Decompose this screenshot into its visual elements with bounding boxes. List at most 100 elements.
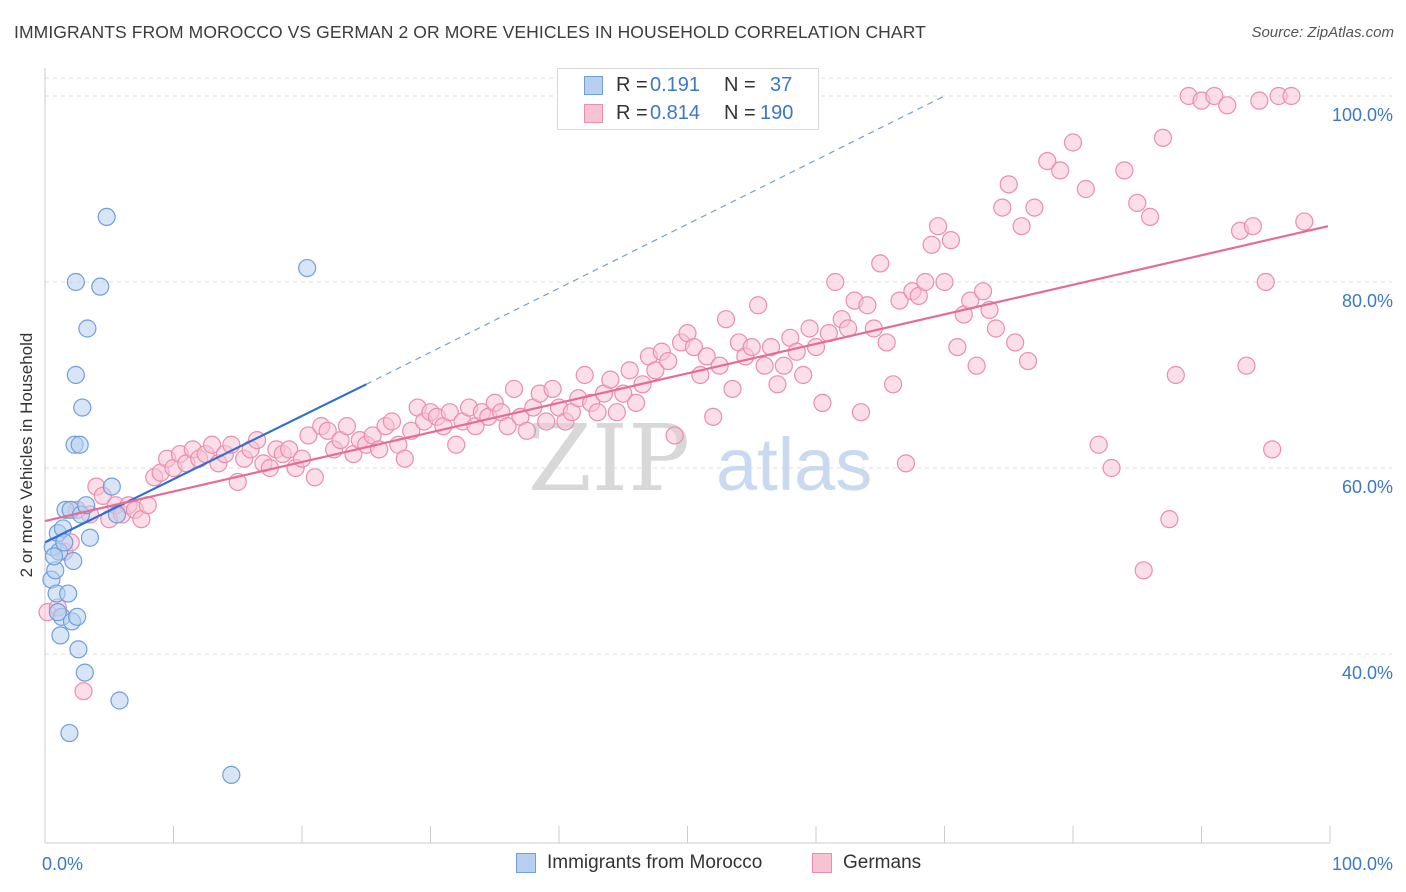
germans-point	[986, 319, 1006, 338]
germans-point	[575, 365, 594, 385]
germans-point	[916, 272, 935, 292]
y-tick-label: 60.0%	[1342, 477, 1393, 497]
germans-point	[1263, 440, 1282, 459]
morocco-point	[222, 765, 241, 785]
germans-point	[1166, 365, 1185, 385]
legend-r-label: R =	[616, 74, 648, 96]
germans-point	[948, 338, 967, 357]
germans-point	[1076, 179, 1095, 199]
germans-point	[871, 254, 890, 273]
germans-point	[967, 356, 986, 375]
legend-swatch-morocco	[584, 76, 603, 95]
germans-point	[601, 370, 620, 389]
germans-point	[299, 426, 318, 445]
watermark-atlas: atlas	[716, 423, 872, 506]
germans-point	[1295, 212, 1314, 231]
germans-point	[440, 403, 459, 422]
germans-point	[1006, 333, 1025, 352]
bottom-legend-swatch-morocco	[516, 853, 536, 873]
x-tick-label-end: 100.0%	[1332, 854, 1393, 874]
germans-point	[704, 407, 723, 426]
tick-labels: 40.0% 60.0% 80.0% 100.0% 0.0% 100.0%	[42, 105, 1393, 874]
morocco-points	[42, 207, 317, 785]
germans-point	[1282, 86, 1301, 106]
x-tick-label-start: 0.0%	[42, 854, 83, 874]
legend-r-value: 0.814	[650, 102, 701, 124]
germans-point	[928, 217, 948, 236]
germans-point	[504, 379, 524, 399]
germans-point	[543, 379, 562, 399]
germans-point	[935, 272, 954, 292]
germans-point	[517, 421, 536, 440]
germans-point	[768, 375, 787, 394]
germans-point	[1115, 161, 1134, 180]
germans-trend-line	[44, 225, 1329, 523]
germans-point	[813, 393, 832, 412]
germans-point	[1038, 152, 1057, 171]
germans-point	[1025, 198, 1044, 217]
legend-swatch-germans	[584, 104, 603, 123]
germans-point	[646, 361, 665, 380]
bottom-legend-swatch-germans	[812, 853, 832, 873]
germans-point	[665, 426, 684, 445]
germans-point	[1243, 217, 1263, 236]
germans-point	[800, 319, 819, 338]
morocco-point	[110, 691, 129, 710]
morocco-point	[51, 626, 70, 645]
axes	[44, 68, 1331, 844]
germans-point	[620, 361, 639, 380]
watermark: ZIP atlas	[528, 405, 872, 512]
morocco-point	[77, 496, 96, 515]
morocco-point	[78, 319, 97, 338]
trend-lines	[44, 95, 1329, 544]
morocco-point	[66, 365, 85, 385]
germans-point	[447, 435, 466, 454]
stats-legend: R = 0.191 N = 37 R = 0.814 N = 190	[557, 68, 819, 130]
germans-point	[659, 351, 678, 371]
legend-r-value: 0.191	[650, 74, 701, 96]
germans-point	[280, 440, 299, 459]
morocco-point	[75, 663, 94, 682]
y-tick-label: 40.0%	[1342, 663, 1393, 683]
germans-point	[318, 421, 337, 440]
y-tick-label: 100.0%	[1332, 105, 1393, 125]
germans-point	[588, 403, 607, 422]
germans-point	[774, 356, 793, 375]
germans-point	[1051, 161, 1070, 180]
morocco-point	[48, 603, 67, 622]
morocco-point	[60, 723, 79, 743]
germans-point	[74, 682, 93, 701]
germans-point	[742, 338, 761, 357]
germans-point	[922, 235, 941, 254]
germans-points	[38, 86, 1314, 701]
morocco-point	[91, 277, 110, 296]
germans-point	[626, 393, 646, 412]
germans-point	[851, 403, 871, 422]
morocco-point	[97, 207, 116, 226]
germans-point	[999, 175, 1018, 194]
morocco-point	[44, 547, 64, 566]
germans-point	[1134, 561, 1153, 580]
chart-title: IMMIGRANTS FROM MOROCCO VS GERMAN 2 OR M…	[14, 22, 926, 42]
bottom-legend-label-germans: Germans	[843, 852, 922, 873]
germans-point	[292, 449, 312, 468]
legend-n-value: 37	[770, 74, 793, 96]
morocco-point	[59, 584, 78, 603]
morocco-point	[66, 272, 85, 292]
germans-point	[896, 454, 916, 473]
germans-point	[1012, 217, 1031, 236]
germans-point	[684, 338, 704, 357]
germans-point	[749, 296, 768, 315]
germans-point	[1063, 133, 1083, 152]
germans-point	[858, 296, 877, 315]
germans-point	[1250, 91, 1269, 110]
germans-point	[794, 365, 813, 385]
germans-point	[755, 356, 774, 375]
morocco-trend-line	[44, 383, 367, 544]
morocco-point	[107, 505, 127, 524]
germans-point	[337, 417, 357, 436]
morocco-trend-extension	[365, 95, 945, 385]
germans-point	[716, 310, 736, 329]
germans-point	[202, 435, 222, 454]
